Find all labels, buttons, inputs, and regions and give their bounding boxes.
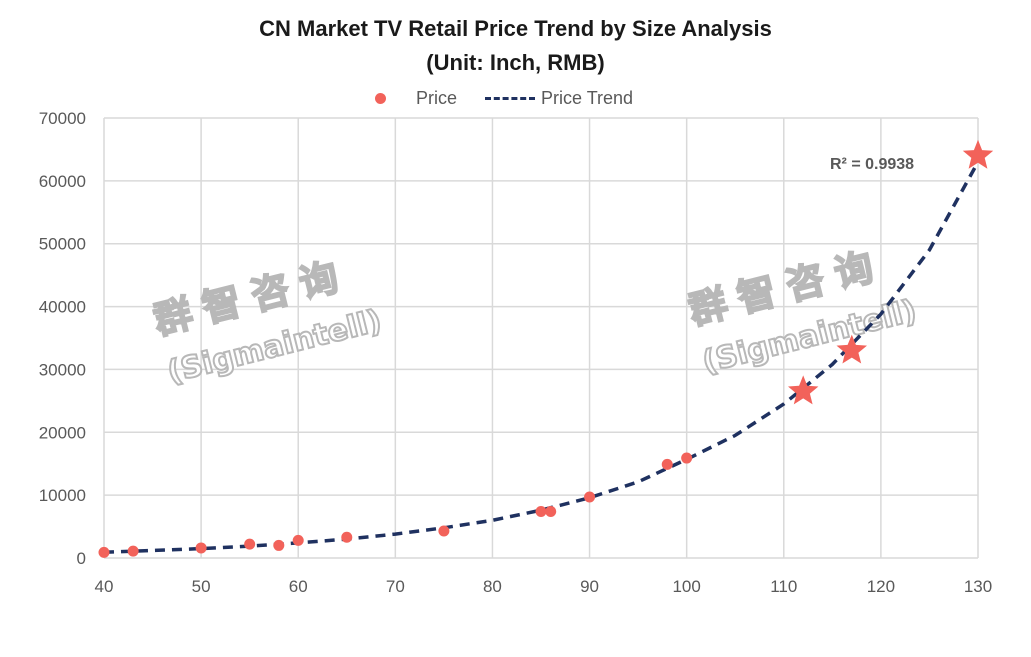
x-tick-label: 60 (289, 577, 308, 596)
price-point (535, 505, 547, 517)
price-point (681, 452, 693, 464)
price-point-highlight (836, 334, 867, 364)
legend-item-price: Price (375, 88, 457, 109)
price-point (127, 545, 139, 557)
chart-title: CN Market TV Retail Price Trend by Size … (259, 16, 772, 41)
price-point (244, 538, 256, 550)
x-tick-label: 40 (95, 577, 114, 596)
legend-marker-trend (485, 96, 536, 100)
x-tick-label: 100 (672, 577, 700, 596)
x-tick-label: 50 (192, 577, 211, 596)
price-point (273, 539, 285, 551)
y-tick-label: 50000 (39, 235, 86, 254)
x-tick-label: 70 (386, 577, 405, 596)
legend-item-trend: Price Trend (485, 88, 633, 109)
price-point (545, 505, 557, 517)
price-point (98, 546, 110, 558)
x-tick-label: 120 (867, 577, 895, 596)
price-point-highlight (788, 375, 819, 405)
points-layer (98, 139, 994, 558)
price-point-highlight (962, 139, 994, 169)
x-tick-label: 90 (580, 577, 599, 596)
r2-annotation: R² = 0.9938 (830, 156, 914, 173)
legend-marker-price (375, 92, 386, 104)
price-point (195, 542, 207, 554)
price-point (341, 531, 353, 543)
x-tick-label: 80 (483, 577, 502, 596)
y-tick-label: 20000 (39, 423, 86, 442)
price-point (584, 491, 596, 503)
legend: Price Price Trend (375, 86, 661, 110)
y-tick-label: 30000 (39, 360, 86, 379)
grid (103, 117, 979, 559)
chart-subtitle: (Unit: Inch, RMB) (426, 50, 605, 75)
x-tick-label: 110 (770, 577, 797, 596)
price-point (438, 525, 450, 537)
watermark-1: 群智咨询(Sigmaintell) (683, 241, 921, 382)
tick-labels: 0 10000 20000 30000 40000 50000 60000 70000 40 50… (39, 109, 992, 596)
x-tick-label: 130 (964, 577, 992, 596)
legend-label-trend: Price Trend (541, 87, 634, 108)
y-tick-label: 40000 (39, 298, 86, 317)
y-tick-label: 0 (77, 549, 86, 568)
legend-label-price: Price (416, 87, 458, 108)
y-tick-label: 60000 (39, 172, 86, 191)
price-point (661, 458, 673, 470)
price-point (292, 534, 304, 546)
y-tick-label: 10000 (39, 486, 86, 505)
watermarks: 群智咨询(Sigmaintell)群智咨询(Sigmaintell) (148, 241, 921, 392)
y-tick-label: 70000 (39, 109, 86, 128)
